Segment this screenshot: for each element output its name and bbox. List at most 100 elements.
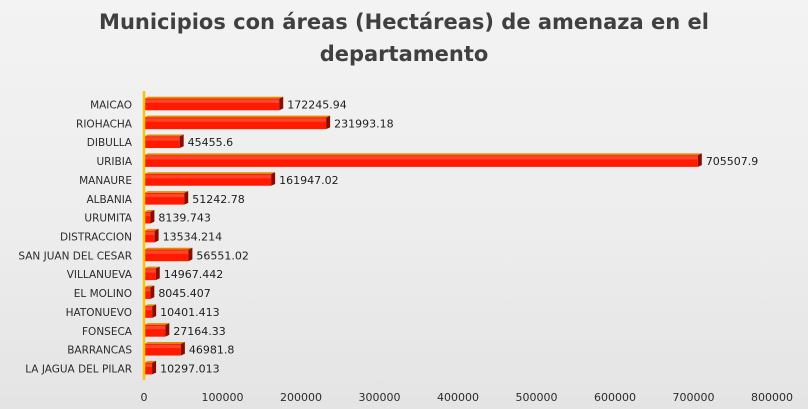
bar-top-face (144, 96, 284, 99)
bar-front-face (144, 136, 180, 149)
x-tick-label: 700000 (673, 391, 715, 404)
bar-front-face (144, 287, 151, 299)
bar-highlight (144, 175, 272, 179)
bar-top-face (144, 191, 189, 193)
bar-side-face (697, 153, 702, 167)
bar-top-face (144, 323, 170, 325)
data-label: 45455.6 (188, 136, 234, 149)
bar-highlight (144, 269, 156, 273)
bar-top-face (144, 247, 193, 250)
bar-uribia (144, 153, 702, 167)
bar-front-face (144, 117, 327, 130)
bar-el-molino (144, 285, 155, 299)
category-label: FONSECA (82, 326, 133, 338)
bar-top-face (144, 285, 155, 288)
bar-side-face (152, 360, 157, 375)
bar-highlight (144, 250, 189, 254)
bar-highlight (144, 118, 327, 122)
bar-highlight (144, 212, 151, 217)
data-label: 10401.413 (160, 306, 220, 319)
bar-highlight (144, 156, 698, 160)
bar-top-face (144, 172, 276, 175)
data-label: 13534.214 (163, 231, 223, 244)
category-label: HATONUEVO (66, 307, 132, 319)
bar-highlight (144, 99, 280, 103)
bar-side-face (150, 285, 155, 299)
bar-front-face (144, 306, 153, 318)
bar-highlight (144, 363, 153, 367)
bar-front-face (144, 230, 155, 243)
bar-side-face (179, 134, 184, 149)
bar-top-face (144, 115, 331, 118)
bar-top-face (144, 209, 155, 212)
bar-highlight (144, 325, 166, 330)
bar-top-face (144, 266, 160, 269)
bar-top-face (144, 342, 185, 344)
bar-top-face (144, 153, 702, 156)
bar-side-face (180, 342, 185, 356)
labels-layer: MAICAO 172245.94 RIOHACHA 231993.18 DIBULLA 4… (18, 98, 793, 404)
bar-front-face (144, 343, 181, 356)
bar-side-face (154, 228, 159, 243)
bar-hatonuevo (144, 304, 157, 318)
bar-front-face (144, 268, 156, 281)
category-label: URUMITA (84, 213, 132, 225)
bar-distraccion (144, 228, 159, 243)
bar-la-jagua-del-pilar (144, 360, 157, 375)
bars-layer (144, 96, 702, 375)
x-tick-label: 0 (141, 391, 148, 404)
data-label: 8045.407 (158, 287, 211, 300)
category-label: BARRANCAS (67, 345, 132, 357)
bar-front-face (144, 192, 185, 205)
bar-maicao (144, 96, 284, 111)
category-label: MAICAO (90, 99, 132, 111)
bar-top-face (144, 304, 157, 307)
bar-fonseca (144, 323, 170, 337)
bar-side-face (152, 304, 157, 318)
bar-highlight (144, 288, 151, 292)
x-tick-label: 100000 (202, 391, 244, 404)
data-label: 46981.8 (189, 344, 235, 357)
category-label: LA JAGUA DEL PILAR (25, 364, 132, 376)
bar-top-face (144, 360, 157, 363)
x-tick-label: 500000 (516, 391, 558, 404)
data-label: 705507.9 (706, 155, 759, 168)
bar-side-face (155, 266, 160, 281)
bar-front-face (144, 362, 153, 375)
data-label: 161947.02 (279, 174, 339, 187)
data-label: 56551.02 (196, 249, 249, 262)
bar-side-face (188, 247, 193, 262)
bar-highlight (144, 137, 180, 141)
data-label: 10297.013 (160, 363, 220, 376)
category-label: MANAURE (79, 175, 132, 187)
category-label: VILLANUEVA (67, 269, 133, 281)
bar-side-face (184, 191, 189, 205)
bar-front-face (144, 174, 272, 186)
chart-title: Municipios con áreas (Hectáreas) de amen… (99, 10, 709, 66)
bar-san-juan-del-cesar (144, 247, 193, 262)
bar-side-face (326, 115, 331, 130)
bar-front-face (144, 155, 698, 167)
category-label: ALBANIA (86, 194, 132, 206)
x-tick-label: 300000 (359, 391, 401, 404)
category-label: DISTRACCION (60, 232, 132, 244)
data-label: 51242.78 (192, 193, 245, 206)
data-label: 27164.33 (173, 325, 226, 338)
category-label: EL MOLINO (74, 288, 132, 300)
data-label: 14967.442 (164, 268, 224, 281)
bar-barrancas (144, 342, 185, 356)
bar-side-face (271, 172, 276, 186)
data-label: 172245.94 (287, 98, 347, 111)
bar-top-face (144, 228, 159, 231)
bar-highlight (144, 307, 153, 311)
bar-highlight (144, 231, 155, 235)
x-tick-label: 400000 (437, 391, 479, 404)
bar-highlight (144, 344, 181, 349)
bar-front-face (144, 249, 189, 262)
bar-albania (144, 191, 189, 205)
bar-urumita (144, 209, 155, 224)
bar-front-face (144, 98, 280, 111)
category-label: DIBULLA (87, 137, 133, 149)
x-tick-label: 600000 (594, 391, 636, 404)
category-label: RIOHACHA (76, 118, 133, 130)
